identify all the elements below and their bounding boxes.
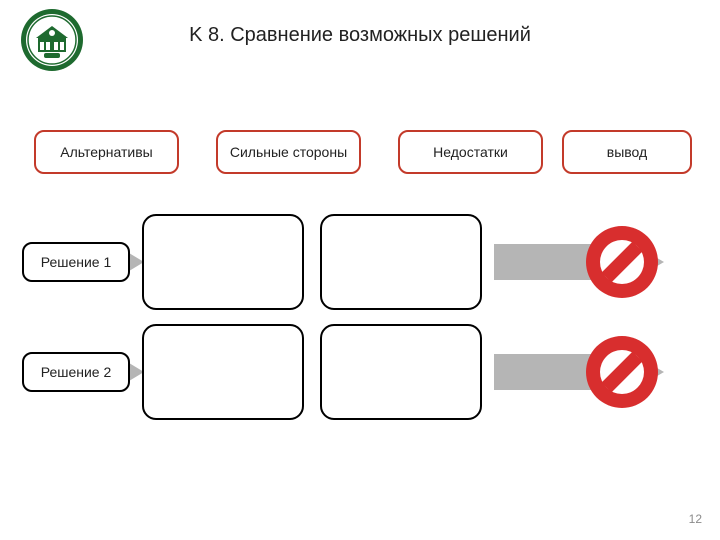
solution-1-label: Решение 1 <box>22 242 130 282</box>
solution-label: Решение 2 <box>41 364 112 380</box>
header-label: Сильные стороны <box>230 144 347 161</box>
strengths-box-2 <box>142 324 304 420</box>
strengths-box-1 <box>142 214 304 310</box>
header-alternatives: Альтернативы <box>34 130 179 174</box>
weaknesses-box-1 <box>320 214 482 310</box>
header-strengths: Сильные стороны <box>216 130 361 174</box>
solution-label: Решение 1 <box>41 254 112 270</box>
page-number: 12 <box>689 512 702 526</box>
slide-title: K 8. Сравнение возможных решений <box>0 24 720 47</box>
prohibit-icon <box>584 224 660 300</box>
prohibit-icon <box>584 334 660 410</box>
header-label: вывод <box>607 144 647 161</box>
header-label: Недостатки <box>433 144 508 161</box>
header-label: Альтернативы <box>60 144 152 161</box>
header-conclusion: вывод <box>562 130 692 174</box>
header-weaknesses: Недостатки <box>398 130 543 174</box>
weaknesses-box-2 <box>320 324 482 420</box>
solution-2-label: Решение 2 <box>22 352 130 392</box>
